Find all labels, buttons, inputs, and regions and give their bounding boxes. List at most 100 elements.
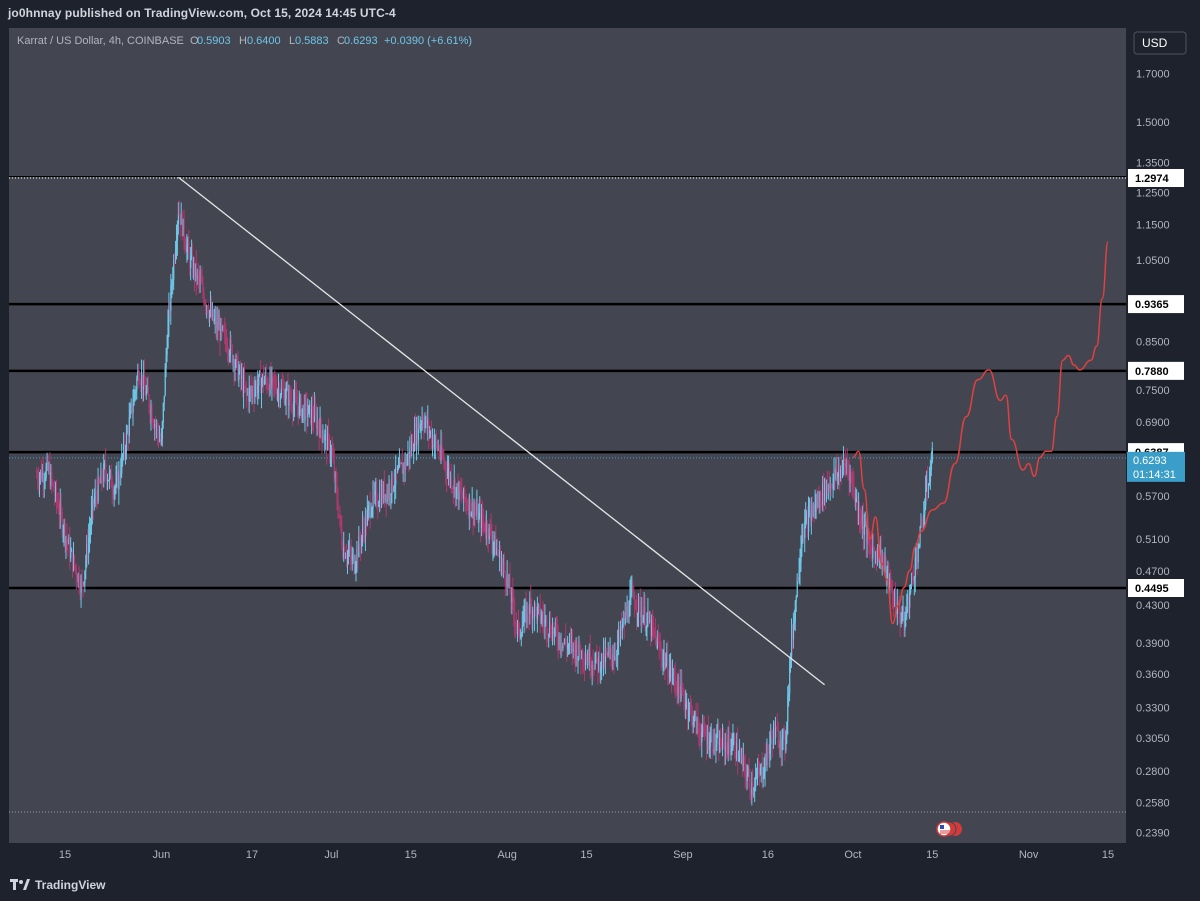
candle-body-367 [382, 484, 385, 500]
candle-body-300 [319, 419, 321, 437]
candle-body-836 [825, 482, 828, 499]
candle-body-667 [666, 654, 668, 664]
candle-body-656 [655, 636, 658, 649]
candle-body-98 [128, 417, 130, 437]
candle-body-915 [900, 619, 902, 622]
candle-body-207 [231, 345, 233, 363]
candle-body-59 [91, 499, 94, 511]
candle-body-636 [637, 612, 639, 614]
candle-body-946 [929, 470, 932, 483]
candle-body-736 [731, 747, 733, 750]
candle-body-218 [242, 375, 244, 393]
candle-body-97 [127, 431, 129, 437]
candle-body-524 [531, 603, 533, 619]
candle-body-447 [458, 483, 460, 500]
candle-body-484 [493, 542, 495, 544]
candle-body-595 [598, 656, 600, 671]
candle-body-466 [476, 505, 478, 514]
candle-body-400 [414, 429, 416, 451]
candle-body-859 [847, 465, 849, 469]
candle-body-303 [322, 439, 324, 441]
candle-body-369 [384, 494, 386, 500]
candle-body-693 [690, 707, 693, 711]
candle-body-644 [644, 607, 646, 629]
candle-body-722 [718, 734, 720, 753]
candle-body-328 [346, 557, 348, 559]
candle-body-94 [124, 451, 127, 453]
candle-body-24 [58, 512, 61, 515]
candle-body-749 [743, 757, 745, 763]
candle-body-686 [684, 700, 686, 708]
candle-body-434 [446, 470, 448, 477]
candle-body-561 [566, 643, 568, 650]
level-label-bg-2 [1128, 361, 1184, 380]
candle-body-141 [169, 305, 171, 311]
candle-body-679 [677, 676, 679, 695]
candle-body-846 [835, 468, 837, 478]
candle-body-757 [751, 782, 753, 795]
candle-body-694 [691, 710, 694, 726]
candle-body-476 [485, 523, 488, 533]
candle-body-515 [522, 620, 524, 627]
candle-body-222 [245, 386, 248, 394]
candle-body-872 [859, 521, 862, 523]
candle-body-204 [228, 354, 231, 356]
candle-body-109 [139, 380, 141, 384]
chart-canvas[interactable]: Karrat / US Dollar, 4h, COINBASE O 0.590… [0, 0, 1200, 872]
candle-body-161 [188, 241, 190, 252]
candle-body-682 [680, 682, 682, 701]
y-tick-14: 0.3600 [1136, 669, 1170, 681]
plot-area[interactable] [9, 28, 1126, 843]
candle-body-746 [740, 755, 743, 757]
candle-body-325 [343, 547, 345, 558]
us-flag-event-icon[interactable] [936, 821, 962, 837]
y-tick-11: 0.4700 [1136, 566, 1170, 578]
candle-body-125 [154, 424, 156, 428]
candle-body-21 [55, 486, 58, 501]
forecast-path[interactable] [852, 241, 1109, 625]
candle-body-10 [45, 467, 47, 479]
candle-body-261 [282, 388, 284, 390]
candle-body-355 [371, 508, 373, 514]
candle-body-250 [272, 374, 274, 377]
candle-body-601 [603, 649, 606, 663]
candle-body-869 [857, 497, 859, 511]
candle-body-688 [686, 702, 688, 705]
candle-body-522 [529, 598, 531, 615]
currency-button[interactable] [1133, 31, 1187, 55]
candle-body-755 [749, 777, 751, 789]
candle-body-702 [699, 730, 701, 739]
candle-body-856 [844, 462, 847, 467]
candle-body-775 [768, 751, 770, 754]
candle-body-242 [264, 375, 266, 381]
candle-body-354 [370, 513, 372, 517]
candle-body-91 [122, 455, 124, 457]
candle-body-62 [94, 492, 96, 500]
candle-body-288 [308, 405, 310, 415]
candle-body-320 [338, 514, 340, 516]
x-tick-6: 15 [580, 849, 592, 861]
candle-body-552 [557, 640, 559, 646]
y-tick-8: 0.6900 [1136, 417, 1170, 429]
candle-body-629 [630, 589, 632, 596]
y-tick-0: 1.7000 [1136, 68, 1170, 80]
trendline[interactable] [177, 176, 825, 686]
candle-body-421 [433, 443, 436, 448]
candle-body-940 [924, 505, 926, 515]
candle-body-860 [848, 468, 850, 482]
candle-body-149 [176, 224, 179, 241]
candle-body-316 [334, 474, 336, 478]
candle-body-902 [888, 570, 890, 590]
candle-body-371 [386, 489, 388, 501]
candles [36, 200, 933, 806]
candle-body-318 [336, 485, 338, 502]
time-axis[interactable]: 15 Jun 17 Jul 15 Aug 15 Sep 16 Oct 15 Nov 15 [59, 849, 1114, 861]
candle-body-517 [524, 606, 526, 610]
candle-body-776 [769, 744, 771, 754]
candle-body-317 [335, 474, 337, 486]
candle-body-878 [865, 523, 867, 542]
price-axis[interactable]: USD 1.7000 1.5000 1.3500 1.2500 1.1500 1.0500… [1127, 31, 1187, 839]
candle-body-117 [146, 387, 148, 391]
candle-body-432 [444, 463, 446, 465]
tradingview-logo[interactable]: TradingView [10, 878, 105, 892]
